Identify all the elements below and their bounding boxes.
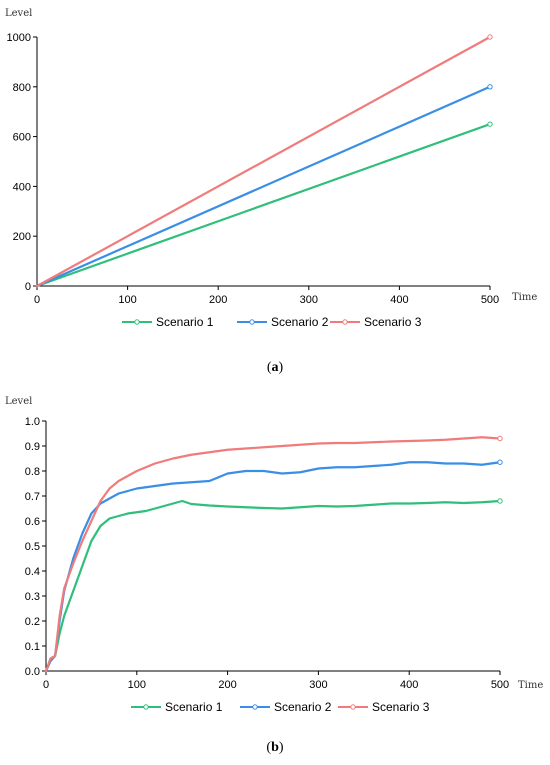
x-axis-title: Time (512, 292, 537, 303)
x-tick-label: 300 (309, 679, 327, 691)
legend-label-2: Scenario 2 (271, 315, 329, 329)
series-end-marker-3 (487, 34, 493, 40)
y-tick-label: 200 (13, 231, 31, 243)
series-end-marker-2 (487, 84, 493, 90)
legend-label-3: Scenario 3 (372, 700, 430, 714)
x-tick-label: 200 (218, 679, 236, 691)
y-tick-label: 1.0 (25, 416, 40, 428)
y-tick-label: 0.8 (25, 466, 40, 478)
y-tick-label: 600 (13, 132, 31, 144)
x-tick-label: 200 (209, 294, 227, 306)
panel-caption: (b) (266, 740, 283, 755)
x-tick-label: 500 (481, 294, 499, 306)
y-tick-label: 0.1 (25, 641, 40, 653)
panel-caption: (a) (267, 360, 284, 375)
x-tick-label: 0 (43, 679, 49, 691)
y-tick-label: 400 (13, 181, 31, 193)
legend-marker-2 (252, 704, 258, 710)
series-line-2 (35, 85, 492, 288)
legend-label-2: Scenario 2 (274, 700, 332, 714)
x-tick-label: 100 (118, 294, 136, 306)
legend-marker-1 (134, 319, 140, 325)
y-tick-label: 0.2 (25, 616, 40, 628)
series-end-marker-1 (487, 121, 493, 127)
y-tick-label: 1000 (7, 32, 31, 44)
x-axis-title: Time (518, 680, 543, 691)
y-axis-title: Level (5, 8, 32, 19)
series-line-1 (44, 499, 502, 673)
legend-marker-3 (350, 704, 356, 710)
legend-marker-3 (342, 319, 348, 325)
y-tick-label: 0.3 (25, 591, 40, 603)
chart-panel-a: 0 200 400 600 800 1000 0 100 200 300 400 500 Level Ti… (5, 8, 537, 375)
legend-marker-2 (249, 319, 255, 325)
series-line-3 (35, 35, 492, 288)
legend-label-1: Scenario 1 (165, 700, 223, 714)
series-end-marker-1 (497, 498, 503, 504)
series-line-1 (35, 123, 492, 288)
y-tick-label: 0.6 (25, 516, 40, 528)
legend-marker-1 (143, 704, 149, 710)
x-tick-label: 300 (300, 294, 318, 306)
x-tick-label: 400 (400, 679, 418, 691)
series-line-2 (44, 461, 502, 673)
x-tick-label: 500 (491, 679, 509, 691)
chart-panel-b: 0.0 0.1 0.2 0.3 0.4 0.5 0.6 0.7 0.8 0.9 1.0 0 100 200… (5, 396, 543, 755)
legend-label-3: Scenario 3 (364, 315, 422, 329)
series-end-marker-3 (497, 435, 503, 442)
x-tick-label: 100 (128, 679, 146, 691)
y-tick-label: 0 (25, 281, 31, 293)
series-end-marker-2 (497, 459, 503, 465)
y-axis-title: Level (5, 396, 32, 407)
y-tick-label: 800 (13, 82, 31, 94)
x-tick-label: 0 (34, 294, 40, 306)
y-tick-label: 0.9 (25, 441, 40, 453)
y-tick-label: 0.4 (25, 566, 40, 578)
y-tick-label: 0.5 (25, 541, 40, 553)
y-tick-label: 0.7 (25, 491, 40, 503)
legend-label-1: Scenario 1 (156, 315, 214, 329)
series-line-3 (44, 436, 502, 673)
y-tick-label: 0.0 (25, 666, 40, 678)
x-tick-label: 400 (390, 294, 408, 306)
